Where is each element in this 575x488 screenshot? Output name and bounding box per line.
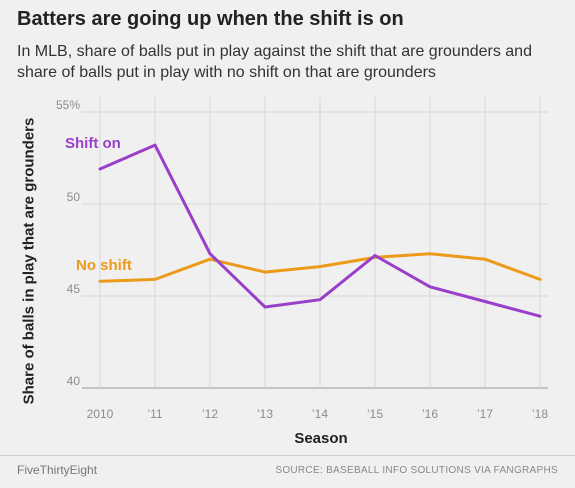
y-tick-label-3: 55% xyxy=(56,98,80,112)
y-tick-label-0: 40 xyxy=(67,374,81,388)
series-label-shift-on: Shift on xyxy=(65,135,121,152)
series-line-no-shift xyxy=(98,252,542,283)
series-line-shift-on xyxy=(98,143,542,318)
source-note: SOURCE: BASEBALL INFO SOLUTIONS VIA FANG… xyxy=(275,465,558,476)
series-lines xyxy=(98,143,542,318)
x-tick-label-0: 2010 xyxy=(87,407,114,421)
x-tick-label-6: ’16 xyxy=(422,407,438,421)
series-label-no-shift: No shift xyxy=(76,257,132,274)
chart-subtitle: In MLB, share of balls put in play again… xyxy=(17,43,532,81)
x-tick-label-3: ’13 xyxy=(257,407,273,421)
line-chart: 40 45 50 55% 2010 ’11 ’12 ’13 ’14 ’15 ’16 ’17 ’18 Shi… xyxy=(56,97,548,421)
x-tick-label-5: ’15 xyxy=(367,407,383,421)
x-axis-label: Season xyxy=(294,430,348,447)
x-tick-label-1: ’11 xyxy=(147,407,162,421)
y-tick-label-1: 45 xyxy=(67,282,81,296)
footer-divider xyxy=(0,455,575,456)
chart-labels: 40 45 50 55% 2010 ’11 ’12 ’13 ’14 ’15 ’16 ’17 ’18 Shi… xyxy=(56,98,548,421)
x-tick-label-4: ’14 xyxy=(312,407,328,421)
y-tick-label-2: 50 xyxy=(67,190,81,204)
y-axis-label: Share of balls in play that are grounder… xyxy=(20,117,38,405)
x-tick-label-7: ’17 xyxy=(477,407,493,421)
x-tick-label-8: ’18 xyxy=(532,407,548,421)
gridlines xyxy=(82,97,548,389)
chart-title: Batters are going up when the shift is o… xyxy=(17,8,404,30)
x-tick-label-2: ’12 xyxy=(202,407,218,421)
brand-logo-text: FiveThirtyEight xyxy=(17,463,98,477)
